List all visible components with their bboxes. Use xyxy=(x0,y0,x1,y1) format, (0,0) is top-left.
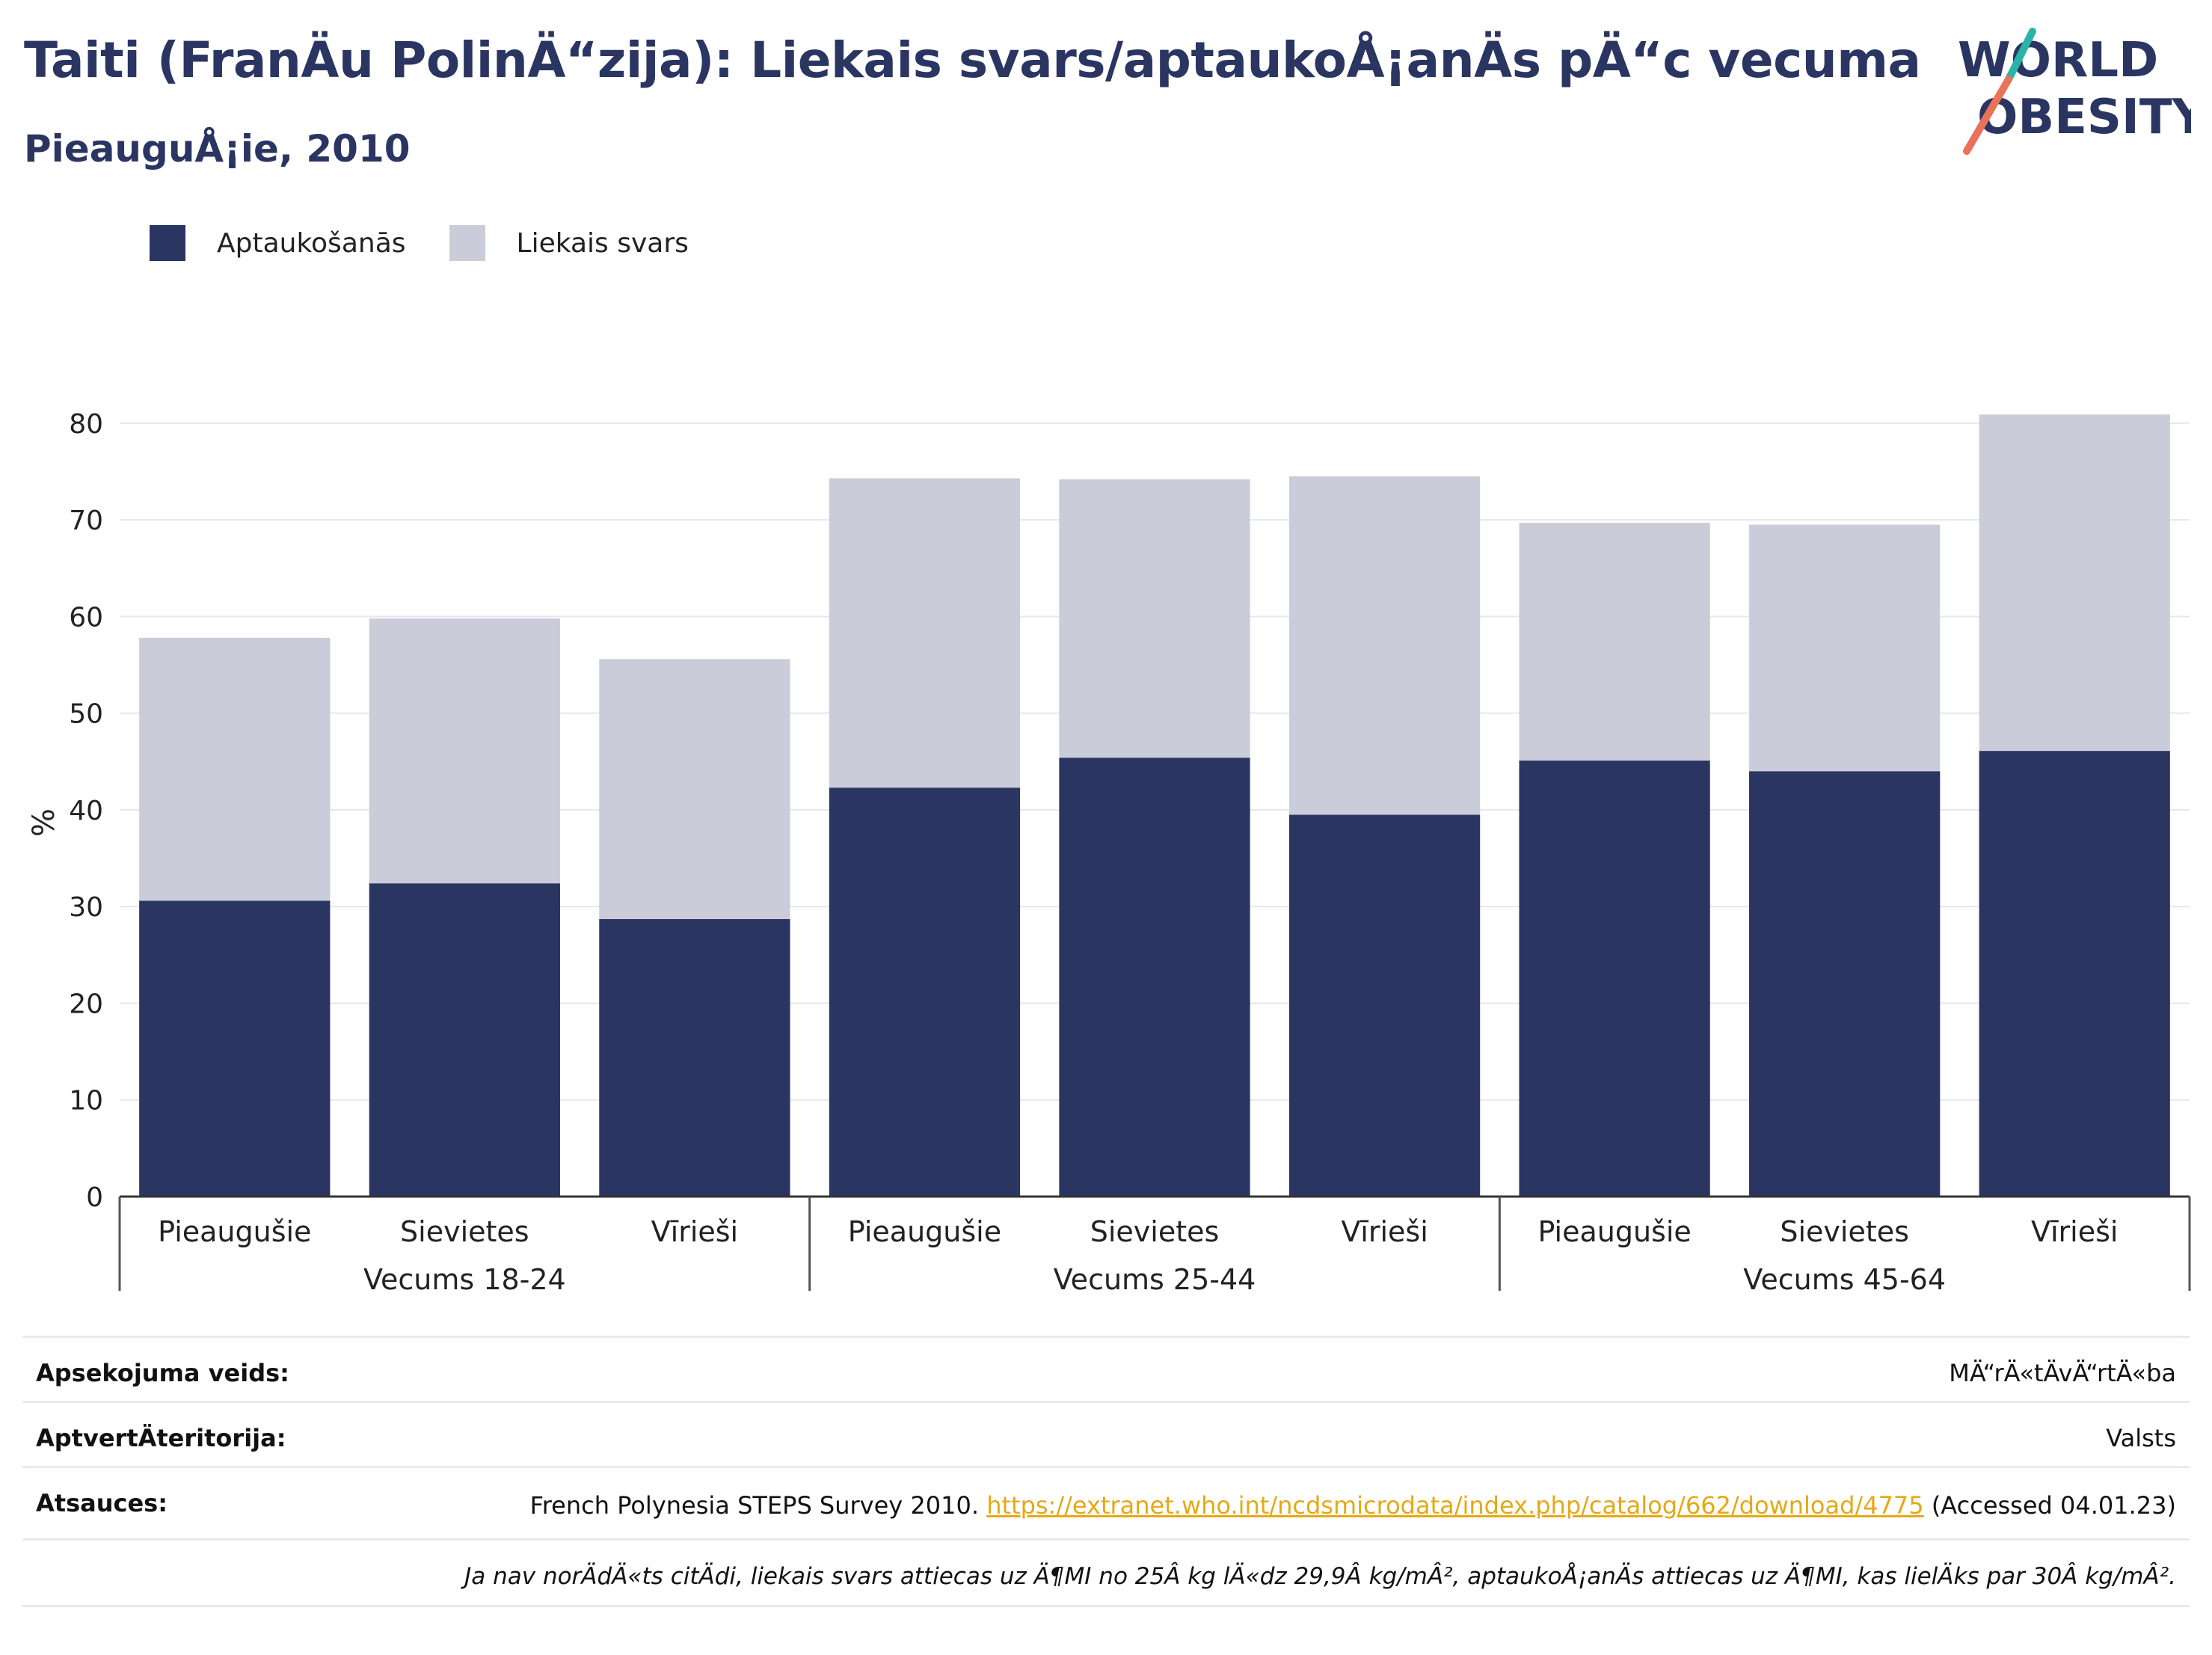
bar-obesity xyxy=(139,900,331,1197)
bar-overweight xyxy=(139,637,331,901)
y-tick-label: 0 xyxy=(86,1182,103,1213)
bar-obesity xyxy=(829,787,1021,1197)
legend-swatch-obesity xyxy=(150,225,185,261)
coverage-value: Valsts xyxy=(2106,1424,2176,1452)
survey-info-table: Apsekojuma veids: MÄ“rÄ«tÄvÄ“rtÄ«ba Aptv… xyxy=(22,1336,2190,1607)
bar-obesity xyxy=(1749,771,1941,1197)
bar-overweight xyxy=(829,478,1021,788)
y-tick-label: 20 xyxy=(69,989,103,1019)
y-tick-label: 40 xyxy=(69,796,103,826)
bar-overweight xyxy=(1288,476,1481,815)
y-tick-label: 30 xyxy=(69,892,103,923)
logo-word-obesity: OBESITY xyxy=(1977,90,2191,145)
bar-obesity xyxy=(1979,751,2170,1197)
bar-obesity xyxy=(369,883,560,1197)
legend-swatch-overweight xyxy=(449,225,485,261)
legend-item-overweight[interactable]: Liekais svars xyxy=(449,225,689,261)
y-tick-label: 10 xyxy=(69,1086,103,1117)
x-tick-label: Pieaugušie xyxy=(848,1215,1001,1248)
y-axis-label: % xyxy=(27,808,61,837)
bar-chart: 0 10 20 30 40 50 60 70 80% Pieaugušie Sievietes Vīr… xyxy=(27,409,2191,1296)
definition-note: Ja nav norÄdÄ«ts citÄdi, liekais svars a… xyxy=(22,1538,2190,1607)
group-label: Vecums 45-64 xyxy=(1743,1263,1946,1296)
x-tick-label: Pieaugušie xyxy=(158,1215,311,1248)
bar-overweight xyxy=(369,618,560,884)
logo-slash-teal xyxy=(2005,28,2036,83)
y-tick-label: 80 xyxy=(69,409,103,440)
logo-slash-coral xyxy=(1963,76,2012,155)
bar-obesity xyxy=(1059,758,1250,1197)
x-tick-label: Pieaugušie xyxy=(1537,1215,1691,1248)
page-title: Taiti (FranÄu PolinÄ“zija): Liekais svar… xyxy=(24,31,1921,89)
x-tick-label: Vīrieši xyxy=(1341,1215,1428,1248)
bar-overweight xyxy=(1519,523,1710,761)
bar-overweight xyxy=(1059,479,1250,758)
info-row-survey-type: Apsekojuma veids: MÄ“rÄ«tÄvÄ“rtÄ«ba xyxy=(22,1336,2190,1401)
group-label: Vecums 25-44 xyxy=(1054,1263,1256,1296)
x-tick-label: Vīrieši xyxy=(651,1215,738,1248)
bar-overweight xyxy=(599,659,790,919)
bar-overweight xyxy=(1749,524,1941,772)
x-tick-label: Vīrieši xyxy=(2031,1215,2118,1248)
legend-item-obesity[interactable]: Aptaukošanās xyxy=(150,225,406,261)
coverage-label: AptvertÄteritorija: xyxy=(36,1424,286,1452)
y-tick-label: 60 xyxy=(69,602,103,633)
legend-label-obesity: Aptaukošanās xyxy=(217,227,406,259)
survey-type-label: Apsekojuma veids: xyxy=(36,1359,289,1387)
survey-type-value: MÄ“rÄ«tÄvÄ“rtÄ«ba xyxy=(1949,1359,2176,1387)
references-accessed: (Accessed 04.01.23) xyxy=(1931,1491,2176,1520)
x-tick-label: Sievietes xyxy=(1780,1215,1909,1248)
info-row-coverage: AptvertÄteritorija: Valsts xyxy=(22,1401,2190,1466)
references-label: Atsauces: xyxy=(36,1489,168,1517)
bar-obesity xyxy=(599,919,790,1197)
y-tick-label: 50 xyxy=(69,699,103,730)
references-link[interactable]: https://extranet.who.int/ncdsmicrodata/i… xyxy=(986,1491,1924,1520)
references-value: French Polynesia STEPS Survey 2010. http… xyxy=(530,1489,2176,1522)
world-obesity-logo: WORLD OBESITY xyxy=(1958,28,2191,155)
group-label: Vecums 18-24 xyxy=(363,1263,566,1296)
page-subtitle: PieauguÅ¡ie, 2010 xyxy=(24,127,411,171)
x-tick-label: Sievietes xyxy=(400,1215,529,1248)
bar-obesity xyxy=(1519,761,1710,1197)
info-row-references: Atsauces: French Polynesia STEPS Survey … xyxy=(22,1466,2190,1538)
chart-legend: Aptaukošanās Liekais svars xyxy=(150,223,732,263)
references-text: French Polynesia STEPS Survey 2010. xyxy=(529,1491,980,1520)
bar-overweight xyxy=(1979,414,2170,752)
logo-word-world: WORLD xyxy=(1958,33,2158,88)
bar-obesity xyxy=(1288,814,1481,1197)
y-tick-label: 70 xyxy=(69,506,103,536)
legend-label-overweight: Liekais svars xyxy=(516,227,689,259)
x-tick-label: Sievietes xyxy=(1090,1215,1220,1248)
